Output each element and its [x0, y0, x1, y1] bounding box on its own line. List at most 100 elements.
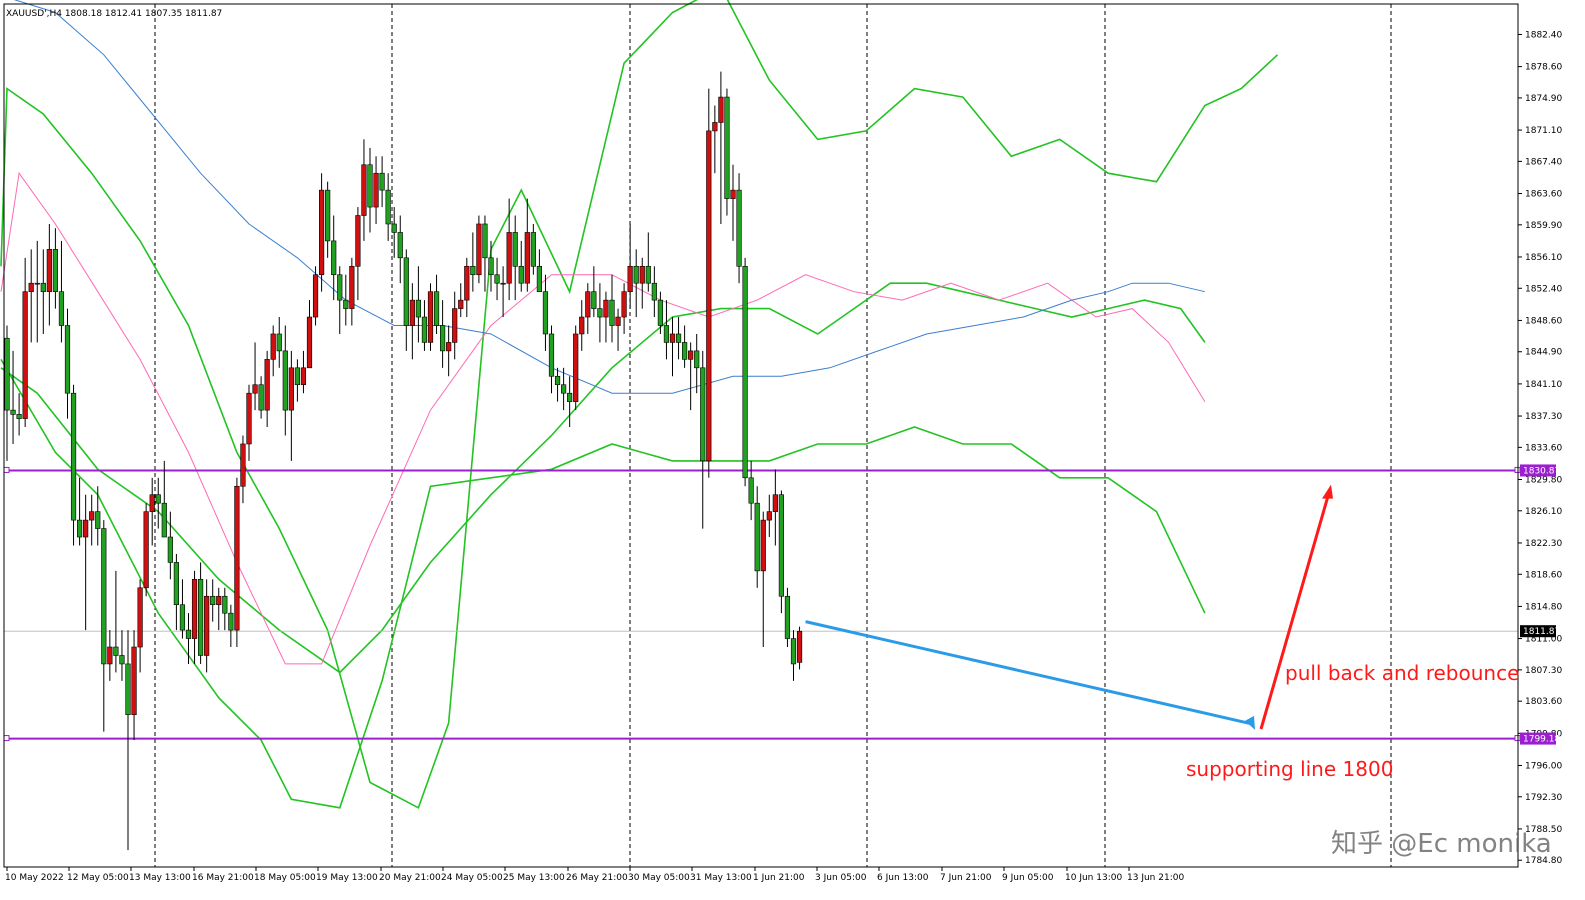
- bear-candle: [95, 511, 101, 529]
- y-tick-label: 1784.80: [1525, 856, 1562, 866]
- level-price-tag: [1520, 732, 1556, 745]
- bear-candle: [548, 333, 555, 377]
- bull-candle: [234, 485, 240, 631]
- bull-candle: [706, 130, 712, 462]
- y-tick-label: 1848.60: [1525, 316, 1562, 326]
- bull-candle: [89, 511, 95, 521]
- bear-candle: [64, 325, 71, 394]
- bear-candle: [536, 265, 542, 292]
- y-tick-label: 1803.60: [1525, 697, 1562, 707]
- y-tick-label: 1867.40: [1525, 157, 1562, 167]
- time-separators: [154, 4, 1392, 867]
- bear-candle: [554, 375, 561, 386]
- bear-candle: [530, 232, 536, 267]
- bull-candle: [669, 333, 676, 343]
- y-tick-label: 1833.60: [1525, 443, 1562, 453]
- bear-candle: [198, 579, 204, 656]
- x-tick-label: 7 Jun 21:00: [940, 873, 992, 883]
- bear-candle: [343, 299, 349, 309]
- bull-candle: [524, 232, 530, 284]
- bear-candle: [784, 595, 791, 639]
- bull-candle: [772, 494, 778, 512]
- bear-candle: [113, 646, 119, 656]
- y-tick-label: 1807.30: [1525, 666, 1562, 676]
- bear-candle: [681, 342, 688, 360]
- horizontal-levels[interactable]: [3, 466, 1521, 742]
- bear-candle: [748, 477, 754, 504]
- x-tick-label: 6 Jun 13:00: [877, 873, 929, 883]
- y-tick-label: 1822.30: [1525, 539, 1562, 549]
- bull-candle: [427, 291, 434, 343]
- bull-candle: [312, 274, 319, 318]
- x-tick-label: 24 May 05:00: [441, 873, 503, 883]
- bull-candle: [458, 299, 464, 309]
- x-tick-label: 12 May 05:00: [67, 873, 129, 883]
- bull-candle: [573, 333, 579, 402]
- bull-candle: [288, 367, 294, 411]
- bear-candle: [591, 291, 597, 309]
- bull-candle: [500, 282, 506, 285]
- bear-candle: [657, 299, 663, 326]
- bear-candle: [125, 663, 131, 716]
- bear-candle: [542, 291, 549, 335]
- bull-candle: [216, 595, 222, 606]
- bear-candle: [724, 96, 730, 199]
- bull-candle: [361, 164, 367, 216]
- level-handle: [3, 735, 10, 742]
- bull-candle: [688, 350, 694, 360]
- bull-candle: [28, 282, 34, 292]
- bear-candle: [633, 265, 639, 284]
- annotation-arrows: [805, 484, 1333, 730]
- bull-candle: [300, 367, 307, 386]
- bear-candle: [179, 604, 186, 631]
- bear-candle: [518, 265, 524, 284]
- bear-candle: [77, 519, 83, 538]
- bull-candle: [585, 291, 591, 318]
- level-price-label: 1811.87: [1523, 627, 1560, 637]
- bull-candle: [306, 316, 313, 369]
- bull-candle: [149, 494, 155, 512]
- bull-candle: [83, 519, 89, 538]
- y-tick-label: 1792.30: [1525, 793, 1562, 803]
- bear-candle: [488, 257, 494, 276]
- bear-candle: [40, 282, 46, 292]
- blue-down-arrow-shaft: [805, 620, 1253, 726]
- bear-candle: [58, 291, 65, 326]
- y-tick-label: 1826.10: [1525, 507, 1562, 517]
- bear-candle: [210, 595, 216, 606]
- red-up-arrow-head: [1322, 484, 1333, 499]
- blue-down-arrow-head: [1245, 715, 1255, 730]
- x-tick-label: 10 Jun 13:00: [1065, 873, 1122, 883]
- bear-candle: [10, 409, 16, 415]
- y-tick-label: 1878.60: [1525, 63, 1562, 73]
- bear-candle: [597, 308, 603, 318]
- bollinger-lower-line: [0, 358, 1206, 809]
- plot-frame: [3, 3, 1519, 868]
- bull-candle: [506, 232, 512, 284]
- bear-candle: [567, 392, 573, 402]
- bear-candle: [282, 350, 288, 411]
- bull-candle: [264, 359, 270, 411]
- bull-candle: [270, 333, 276, 360]
- bear-candle: [790, 638, 797, 665]
- bear-candle: [167, 536, 173, 563]
- bull-candle: [131, 646, 137, 716]
- bull-candle: [349, 265, 355, 309]
- bear-candle: [16, 414, 22, 419]
- bull-candle: [143, 511, 149, 589]
- y-tick-label: 1796.00: [1525, 761, 1562, 771]
- bull-candle: [355, 215, 361, 267]
- x-tick-label: 30 May 05:00: [628, 873, 690, 883]
- bull-candle: [766, 511, 772, 521]
- y-tick-label: 1856.10: [1525, 253, 1562, 263]
- bear-candle: [645, 265, 651, 284]
- rebound-annotation: pull back and rebounce: [1285, 661, 1519, 685]
- y-tick-label: 1841.10: [1525, 380, 1562, 390]
- bull-candle: [639, 265, 645, 284]
- watermark: 知乎 @Ec monika: [1331, 829, 1552, 859]
- x-tick-label: 19 May 13:00: [316, 873, 378, 883]
- bear-candle: [101, 528, 107, 665]
- bull-candle: [22, 291, 28, 419]
- bear-candle: [421, 316, 428, 343]
